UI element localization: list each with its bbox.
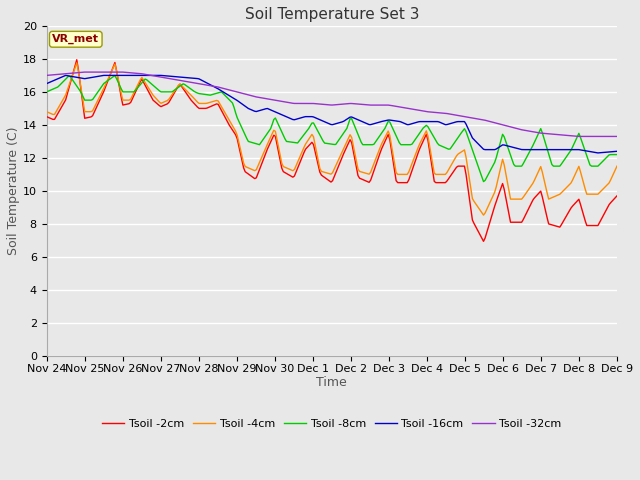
Tsoil -8cm: [214, 90, 222, 96]
Tsoil -4cm: [234, 132, 241, 138]
Tsoil -16cm: [100, 72, 108, 78]
Tsoil -4cm: [294, 159, 301, 165]
Tsoil -32cm: [613, 133, 621, 139]
Tsoil -32cm: [584, 133, 592, 139]
Tsoil -32cm: [577, 133, 584, 139]
Tsoil -16cm: [234, 97, 241, 103]
Tsoil -8cm: [111, 72, 119, 78]
Tsoil -32cm: [114, 69, 122, 75]
Tsoil -8cm: [234, 115, 241, 120]
Tsoil -4cm: [114, 75, 122, 81]
Tsoil -16cm: [43, 81, 51, 86]
Tsoil -2cm: [73, 57, 81, 62]
Tsoil -2cm: [480, 239, 488, 244]
Tsoil -2cm: [584, 223, 592, 228]
Tsoil -4cm: [73, 60, 81, 66]
Tsoil -8cm: [613, 152, 621, 157]
Tsoil -32cm: [81, 69, 88, 75]
Tsoil -16cm: [114, 72, 122, 78]
Tsoil -32cm: [243, 92, 251, 97]
Tsoil -8cm: [243, 135, 251, 141]
Tsoil -2cm: [234, 136, 241, 142]
Line: Tsoil -8cm: Tsoil -8cm: [47, 75, 617, 181]
Tsoil -4cm: [613, 163, 621, 169]
Tsoil -8cm: [584, 157, 592, 163]
Tsoil -32cm: [234, 89, 241, 95]
Tsoil -16cm: [583, 148, 591, 154]
Tsoil -4cm: [214, 98, 222, 104]
Tsoil -32cm: [294, 100, 301, 106]
Tsoil -4cm: [243, 164, 251, 170]
Legend: Tsoil -2cm, Tsoil -4cm, Tsoil -8cm, Tsoil -16cm, Tsoil -32cm: Tsoil -2cm, Tsoil -4cm, Tsoil -8cm, Tsoi…: [98, 414, 566, 433]
Tsoil -16cm: [594, 150, 602, 156]
Line: Tsoil -32cm: Tsoil -32cm: [47, 72, 617, 136]
Tsoil -8cm: [43, 89, 51, 95]
Line: Tsoil -4cm: Tsoil -4cm: [47, 63, 617, 215]
Tsoil -16cm: [294, 116, 301, 122]
Y-axis label: Soil Temperature (C): Soil Temperature (C): [7, 127, 20, 255]
Tsoil -16cm: [214, 86, 222, 92]
Tsoil -4cm: [584, 192, 592, 197]
Tsoil -16cm: [243, 105, 251, 110]
X-axis label: Time: Time: [316, 376, 347, 389]
Line: Tsoil -16cm: Tsoil -16cm: [47, 75, 617, 153]
Tsoil -2cm: [243, 170, 251, 176]
Tsoil -8cm: [114, 79, 122, 85]
Tsoil -16cm: [613, 148, 621, 154]
Tsoil -8cm: [294, 140, 301, 146]
Tsoil -2cm: [613, 193, 621, 199]
Text: VR_met: VR_met: [52, 34, 99, 45]
Tsoil -2cm: [214, 101, 222, 107]
Tsoil -32cm: [214, 84, 222, 90]
Tsoil -2cm: [43, 114, 51, 120]
Line: Tsoil -2cm: Tsoil -2cm: [47, 60, 617, 241]
Tsoil -32cm: [43, 72, 51, 78]
Tsoil -2cm: [114, 76, 122, 82]
Tsoil -2cm: [294, 165, 301, 171]
Tsoil -8cm: [480, 179, 488, 184]
Title: Soil Temperature Set 3: Soil Temperature Set 3: [244, 7, 419, 22]
Tsoil -4cm: [43, 109, 51, 115]
Tsoil -4cm: [480, 212, 488, 218]
